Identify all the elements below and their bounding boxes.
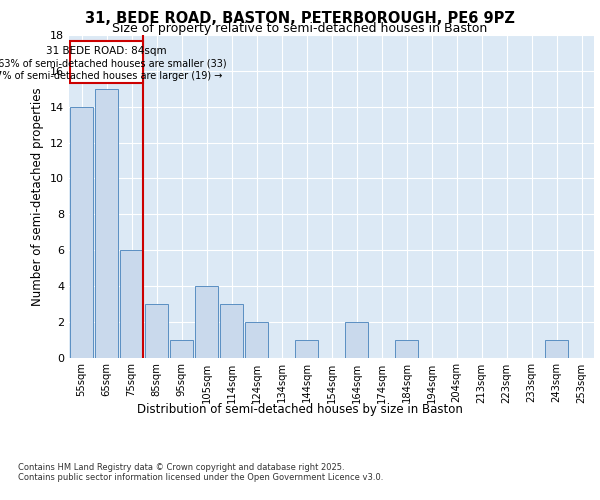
Bar (70, 42, 143, 84)
Bar (70, 106, 93, 358)
Text: 31 BEDE ROAD: 84sqm: 31 BEDE ROAD: 84sqm (46, 46, 167, 56)
Bar (345, 322, 368, 358)
Text: Distribution of semi-detached houses by size in Baston: Distribution of semi-detached houses by … (137, 402, 463, 415)
Bar (220, 304, 243, 358)
Bar (295, 340, 318, 357)
Text: ← 63% of semi-detached houses are smaller (33): ← 63% of semi-detached houses are smalle… (0, 58, 226, 68)
Bar (245, 322, 268, 358)
Text: 37% of semi-detached houses are larger (19) →: 37% of semi-detached houses are larger (… (0, 71, 223, 81)
Text: Size of property relative to semi-detached houses in Baston: Size of property relative to semi-detach… (112, 22, 488, 35)
Text: 31, BEDE ROAD, BASTON, PETERBOROUGH, PE6 9PZ: 31, BEDE ROAD, BASTON, PETERBOROUGH, PE6… (85, 11, 515, 26)
Bar (195, 286, 218, 358)
Bar (395, 340, 418, 357)
Bar (170, 340, 193, 357)
Bar (145, 304, 168, 358)
Text: Contains HM Land Registry data © Crown copyright and database right 2025.: Contains HM Land Registry data © Crown c… (18, 462, 344, 471)
Bar (120, 250, 143, 358)
Bar (545, 340, 568, 357)
Y-axis label: Number of semi-detached properties: Number of semi-detached properties (31, 87, 44, 306)
Bar (95, 89, 118, 357)
Text: Contains public sector information licensed under the Open Government Licence v3: Contains public sector information licen… (18, 472, 383, 482)
